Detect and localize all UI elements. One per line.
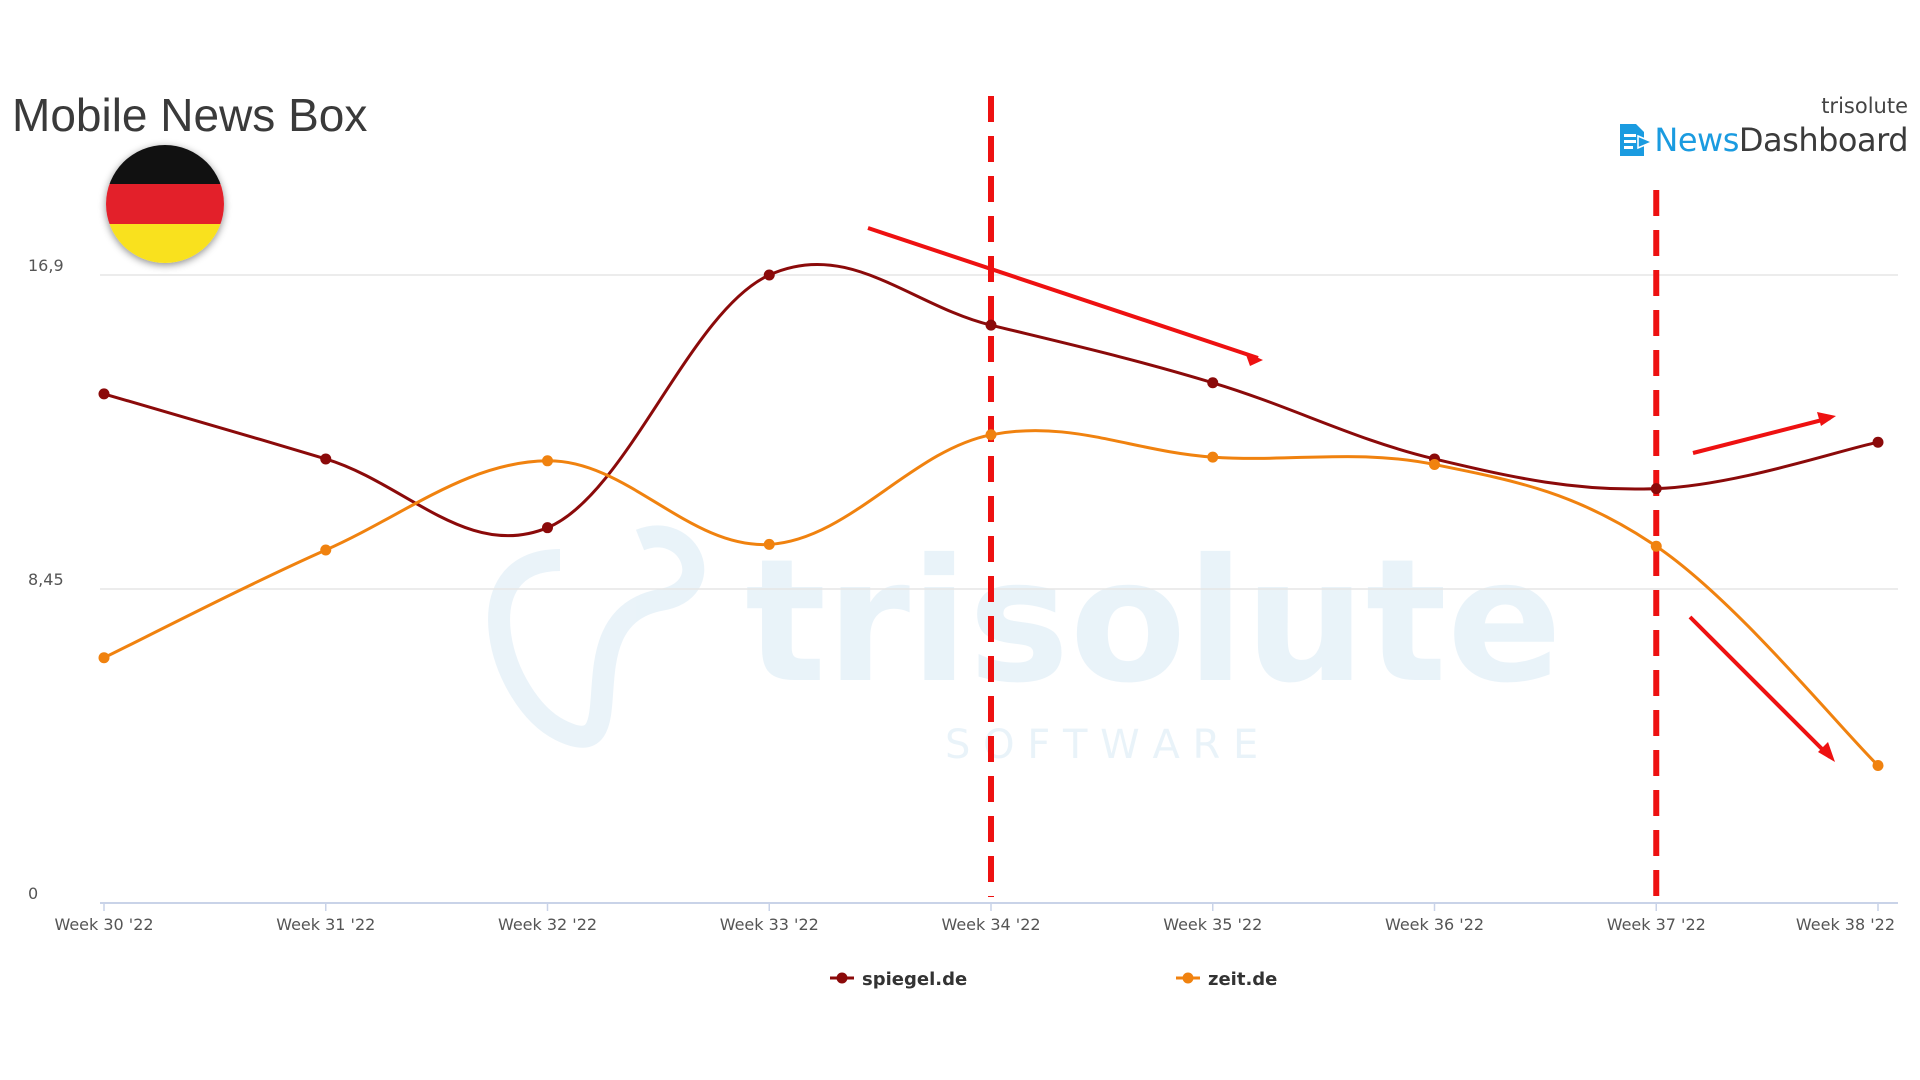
x-tick-label: Week 37 '22	[1607, 915, 1706, 934]
data-point	[98, 388, 110, 400]
data-point	[985, 319, 997, 331]
x-tick-label: Week 32 '22	[498, 915, 597, 934]
series-lines	[98, 263, 1884, 772]
data-point	[98, 652, 110, 664]
data-point	[1872, 436, 1884, 448]
data-point	[1650, 483, 1662, 495]
x-axis-ticks: Week 30 '22 Week 31 '22 Week 32 '22 Week 33…	[54, 903, 1895, 934]
legend-swatch-dot	[836, 972, 848, 984]
arrow-head-2	[1817, 412, 1836, 426]
x-tick-label: Week 31 '22	[276, 915, 375, 934]
data-point	[1429, 459, 1440, 471]
data-point	[1207, 451, 1219, 463]
y-tick-label: 16,9	[28, 256, 64, 275]
legend-swatch-dot	[1182, 972, 1194, 984]
x-tick-label: Week 30 '22	[54, 915, 153, 934]
x-tick-label: Week 36 '22	[1385, 915, 1484, 934]
document-arrow-icon	[1620, 124, 1655, 156]
x-tick-label: Week 35 '22	[1163, 915, 1262, 934]
y-axis-ticks: 0 8,45 16,9	[28, 256, 64, 903]
data-point	[985, 429, 997, 441]
data-point	[1650, 540, 1662, 552]
brand-news-text: News	[1654, 121, 1739, 159]
y-tick-label: 8,45	[28, 570, 64, 589]
down-trend-arrow-1	[867, 226, 1259, 360]
x-tick-label: Week 38 '22	[1796, 915, 1895, 934]
data-point	[763, 538, 775, 550]
watermark-swirl-icon	[488, 525, 705, 748]
grid-lines	[100, 274, 1898, 904]
watermark-main: trisolute	[745, 523, 1562, 721]
legend-label: zeit.de	[1208, 969, 1277, 990]
trisolute-watermark: trisolute S O F T W A R E	[488, 523, 1562, 768]
x-tick-label: Week 34 '22	[941, 915, 1040, 934]
up-trend-arrow	[1692, 416, 1831, 455]
annotation-markers	[867, 96, 1836, 897]
brand-company: trisolute	[1821, 94, 1908, 118]
chart-legend: spiegel.de zeit.de	[830, 969, 1277, 990]
down-trend-arrow-2	[1688, 615, 1832, 759]
data-point	[1207, 377, 1219, 389]
arrow-head-1	[1245, 352, 1263, 366]
legend-label: spiegel.de	[862, 969, 967, 990]
data-point	[542, 455, 553, 467]
chart-title: Mobile News Box	[12, 89, 368, 141]
arrow-head-3	[1818, 742, 1835, 762]
brand-product: News Dashboard	[1614, 120, 1909, 160]
data-point	[1872, 760, 1884, 772]
brand-dashboard-text: Dashboard	[1738, 121, 1909, 159]
brand-logo: trisolute News Dashboard	[1614, 94, 1909, 160]
y-tick-label: 0	[28, 884, 38, 903]
data-point	[320, 453, 332, 465]
data-point	[542, 522, 553, 534]
series-line	[103, 263, 1879, 538]
data-point	[763, 269, 775, 281]
data-point	[320, 544, 332, 556]
watermark-sub: S O F T W A R E	[945, 722, 1258, 768]
x-tick-label: Week 33 '22	[720, 915, 819, 934]
flag-band-red	[106, 184, 224, 224]
